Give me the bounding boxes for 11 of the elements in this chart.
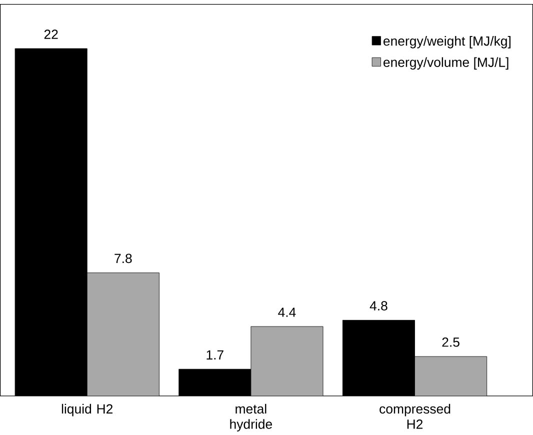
x-tick-label: liquid H2 bbox=[62, 404, 113, 416]
data-label: 4.4 bbox=[278, 308, 296, 317]
data-label: 22 bbox=[44, 30, 58, 39]
legend-label: energy/weight [MJ/kg] bbox=[384, 36, 510, 48]
data-label: 2.5 bbox=[442, 338, 460, 347]
x-tick-label: metal hydride bbox=[230, 404, 272, 432]
legend-label: energy/volume [MJ/L] bbox=[384, 57, 508, 70]
data-label: 7.8 bbox=[114, 254, 132, 264]
x-tick-label: compressed H2 bbox=[380, 404, 450, 429]
data-label: 4.8 bbox=[370, 301, 388, 311]
data-label: 1.7 bbox=[206, 350, 224, 360]
